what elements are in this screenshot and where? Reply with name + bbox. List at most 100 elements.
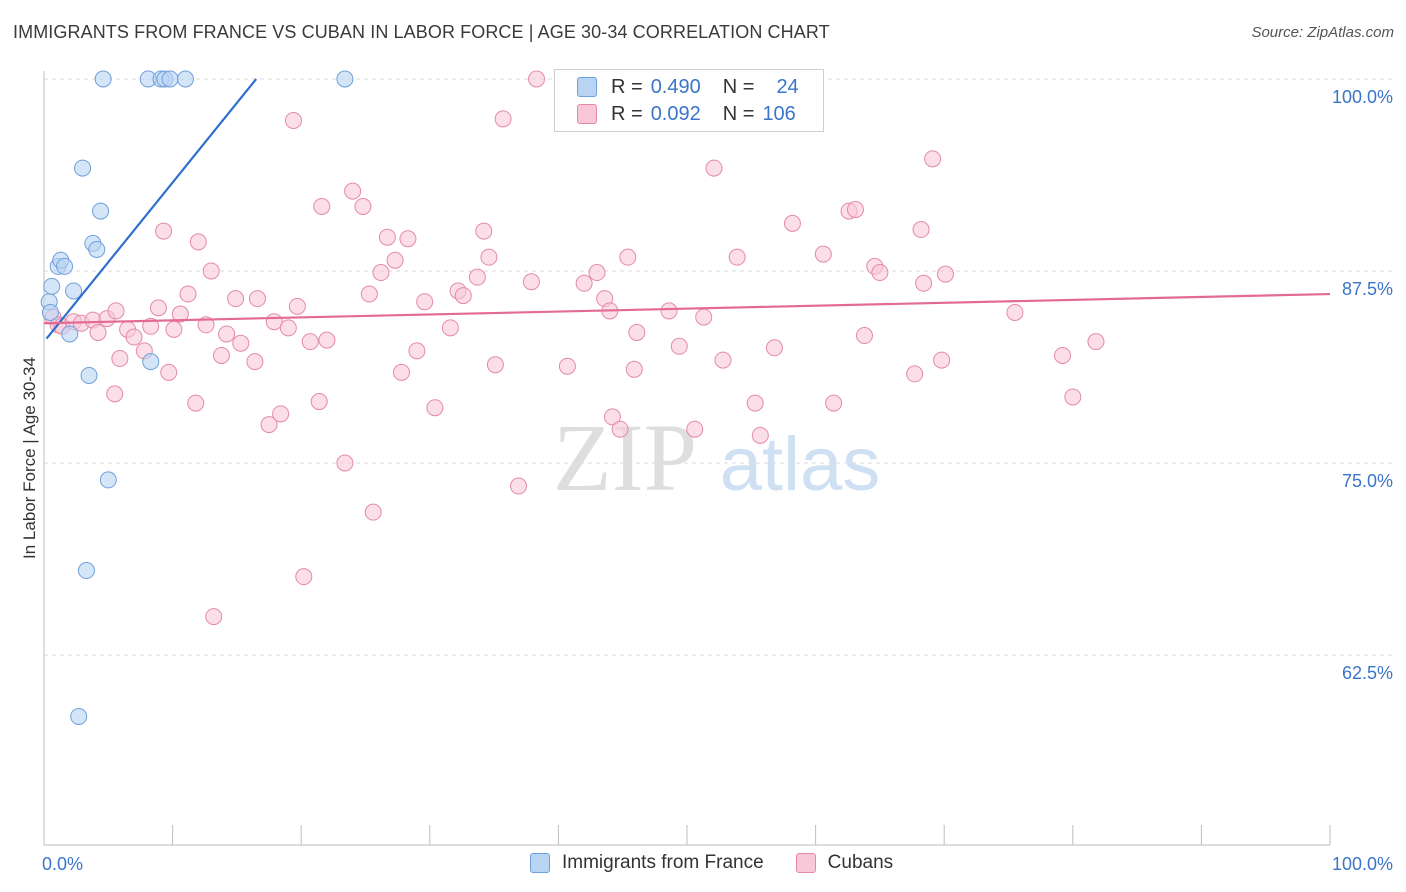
cubans-point — [933, 351, 951, 369]
legend-row-cubans: R = 0.092 N = 106 — [577, 101, 796, 127]
france-point — [77, 562, 95, 580]
cubans-point — [171, 305, 189, 323]
y-tick-label: 62.5% — [1342, 663, 1393, 683]
france-point — [61, 325, 79, 343]
axes — [43, 71, 1331, 846]
cubans-point — [205, 608, 223, 626]
cubans-point — [528, 70, 546, 88]
france-swatch — [577, 77, 597, 97]
cubans-point — [301, 333, 319, 351]
cubans-point — [272, 405, 290, 423]
y-axis-label: In Labor Force | Age 30-34 — [20, 357, 39, 559]
cubans-point — [260, 416, 278, 434]
france-point — [88, 240, 106, 258]
cubans-point — [751, 426, 769, 444]
cubans-point — [218, 325, 236, 343]
r-label: R = — [611, 75, 643, 98]
france-trend-line — [45, 78, 258, 340]
watermark: ZIP atlas — [553, 404, 880, 511]
cubans-point — [378, 228, 396, 246]
cubans-point — [906, 365, 924, 383]
cubans-point — [486, 356, 504, 374]
france-r-value: 0.490 — [650, 75, 701, 98]
cubans-legend-swatch — [795, 853, 816, 873]
watermark-atlas: atlas — [720, 422, 881, 507]
cubans-point — [313, 197, 331, 215]
cubans-point — [125, 328, 143, 346]
cubans-point — [310, 393, 328, 411]
france-point — [80, 366, 98, 384]
cubans-point — [179, 285, 197, 303]
cubans-point — [212, 346, 230, 364]
cubans-point — [454, 287, 472, 305]
cubans-point — [246, 353, 264, 371]
cubans-point — [197, 316, 215, 334]
cubans-point — [765, 339, 783, 357]
cubans-point — [149, 299, 167, 317]
cubans-r-value: 0.092 — [650, 102, 701, 125]
cubans-point — [695, 308, 713, 326]
cubans-point — [705, 159, 723, 177]
france-point — [92, 202, 110, 220]
cubans-point — [660, 302, 678, 320]
cubans-point — [344, 182, 362, 200]
cubans-point — [619, 248, 637, 266]
cubans-point — [399, 230, 417, 248]
cubans-point — [165, 320, 183, 338]
cubans-point — [202, 262, 220, 280]
france-point — [41, 303, 59, 321]
x-tick-label: 100.0% — [1332, 854, 1393, 874]
cubans-point — [155, 222, 173, 240]
cubans-n-value: 106 — [762, 102, 796, 125]
cubans-point — [871, 264, 889, 282]
cubans-point — [714, 351, 732, 369]
trend-lines — [43, 78, 1331, 340]
cubans-point — [354, 197, 372, 215]
cubans-point — [1087, 333, 1105, 351]
cubans-point — [670, 337, 688, 355]
legend-item-france[interactable]: Immigrants from France — [530, 852, 764, 874]
cubans-point — [783, 214, 801, 232]
cubans-point — [510, 477, 528, 495]
cubans-point — [232, 334, 250, 352]
legend-row-france: R = 0.490 N = 24 — [577, 74, 799, 100]
cubans-point — [284, 111, 302, 129]
cubans-point — [227, 290, 245, 308]
cubans-point — [106, 385, 124, 403]
n-label: N = — [722, 102, 755, 125]
france-n-value: 24 — [776, 75, 799, 98]
cubans-point — [494, 110, 512, 128]
cubans-point — [625, 360, 643, 378]
france-point — [94, 70, 112, 88]
cubans-point — [416, 293, 434, 311]
france-point — [161, 70, 179, 88]
france-legend-swatch — [530, 853, 550, 873]
n-label: N = — [722, 75, 755, 98]
cubans-point — [728, 248, 746, 266]
legend-item-cubans[interactable]: Cubans — [795, 852, 894, 874]
cubans-point — [318, 331, 336, 349]
cubans-legend-label: Cubans — [827, 852, 894, 873]
cubans-point — [814, 245, 832, 263]
correlation-legend: R = 0.490 N = 24 R = 0.092 N = 106 — [554, 69, 824, 132]
france-legend-label: Immigrants from France — [562, 852, 764, 873]
cubans-point — [603, 408, 621, 426]
chart-title: IMMIGRANTS FROM FRANCE VS CUBAN IN LABOR… — [13, 22, 830, 42]
france-point — [99, 471, 117, 489]
cubans-point — [746, 394, 764, 412]
cubans-point — [480, 248, 498, 266]
cubans-point — [924, 150, 942, 168]
france-point — [65, 282, 83, 300]
source-label: Source: ZipAtlas.com — [1251, 24, 1394, 41]
cubans-point — [360, 285, 378, 303]
cubans-point — [279, 319, 297, 337]
cubans-point — [187, 394, 205, 412]
france-point — [43, 277, 61, 295]
cubans-point — [912, 221, 930, 239]
cubans-point — [628, 323, 646, 341]
cubans-point — [189, 233, 207, 251]
cubans-point — [825, 394, 843, 412]
cubans-point — [248, 290, 266, 308]
cubans-point — [522, 273, 540, 291]
